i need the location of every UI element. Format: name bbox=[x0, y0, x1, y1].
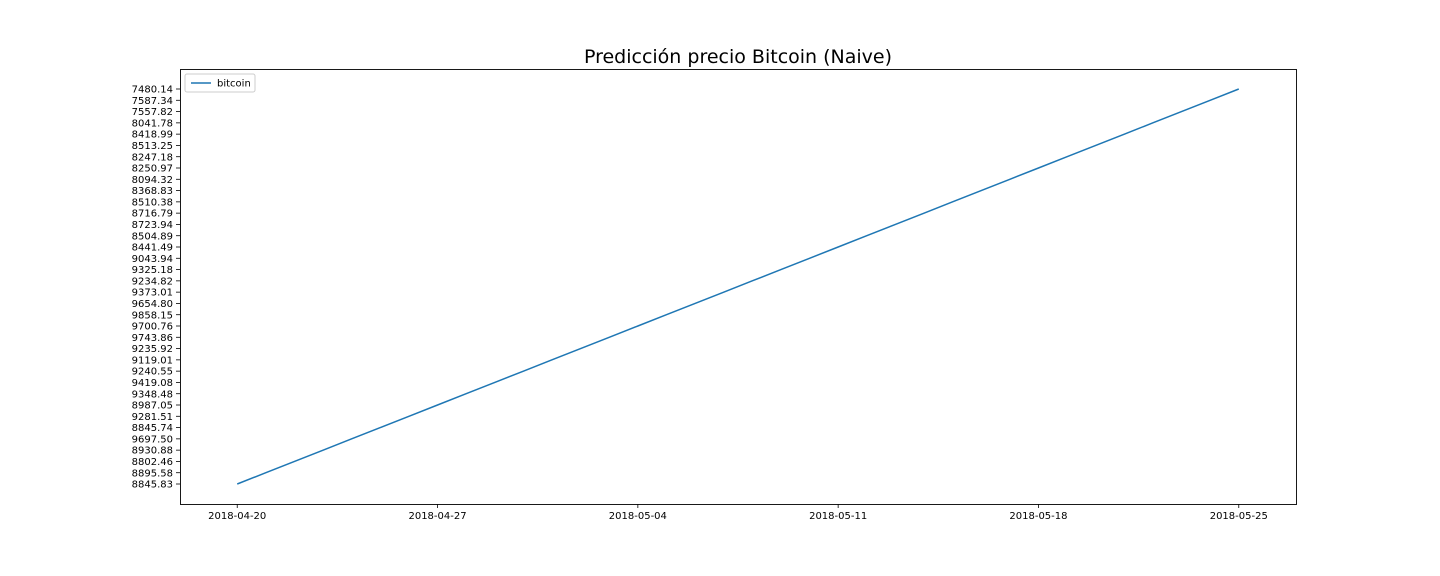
y-tick-label: 8250.97 bbox=[132, 164, 173, 175]
y-tick-label: 9325.18 bbox=[132, 265, 173, 276]
y-tick-label: 9743.86 bbox=[132, 333, 173, 344]
y-tick-label: 8513.25 bbox=[132, 141, 173, 152]
y-tick-label: 9235.92 bbox=[132, 344, 173, 355]
y-tick-label: 8802.46 bbox=[132, 457, 173, 468]
y-tick-label: 8716.79 bbox=[132, 209, 173, 220]
y-tick-label: 8510.38 bbox=[132, 197, 173, 208]
y-tick-label: 8895.58 bbox=[132, 468, 173, 479]
y-tick-label: 8845.83 bbox=[132, 480, 173, 491]
y-tick-label: 9043.94 bbox=[132, 254, 173, 265]
y-tick-label: 9373.01 bbox=[132, 288, 173, 299]
y-tick-label: 8723.94 bbox=[132, 220, 173, 231]
x-tick-label: 2018-05-04 bbox=[609, 511, 667, 522]
y-tick-label: 9234.82 bbox=[132, 276, 173, 287]
y-tick-label: 9858.15 bbox=[132, 310, 173, 321]
y-tick-label: 8441.49 bbox=[132, 243, 173, 254]
chart-title: Predicción precio Bitcoin (Naive) bbox=[584, 46, 892, 68]
y-tick-label: 8094.32 bbox=[132, 175, 173, 186]
plot-area bbox=[180, 69, 1297, 505]
y-axis: 8845.838895.588802.468930.889697.508845.… bbox=[132, 85, 180, 491]
y-tick-label: 9240.55 bbox=[132, 367, 173, 378]
y-tick-label: 8504.89 bbox=[132, 231, 173, 242]
y-tick-label: 9700.76 bbox=[132, 322, 173, 333]
y-tick-label: 7480.14 bbox=[132, 85, 173, 96]
y-tick-label: 8247.18 bbox=[132, 152, 173, 163]
y-tick-label: 8041.78 bbox=[132, 118, 173, 129]
y-tick-label: 8930.88 bbox=[132, 446, 173, 457]
y-tick-label: 8987.05 bbox=[132, 401, 173, 412]
x-tick-label: 2018-04-27 bbox=[408, 511, 466, 522]
x-tick-label: 2018-05-25 bbox=[1210, 511, 1268, 522]
legend: bitcoin bbox=[184, 73, 256, 93]
x-tick-label: 2018-05-18 bbox=[1009, 511, 1067, 522]
y-tick-label: 7587.34 bbox=[132, 96, 173, 107]
legend-box bbox=[184, 73, 256, 93]
y-tick-label: 7557.82 bbox=[132, 107, 173, 118]
y-tick-label: 8368.83 bbox=[132, 186, 173, 197]
x-tick-label: 2018-05-11 bbox=[809, 511, 867, 522]
y-tick-label: 9119.01 bbox=[132, 355, 173, 366]
x-tick-label: 2018-04-20 bbox=[208, 511, 266, 522]
y-tick-label: 9281.51 bbox=[132, 412, 173, 423]
y-tick-label: 9697.50 bbox=[132, 434, 173, 445]
y-tick-label: 9419.08 bbox=[132, 378, 173, 389]
legend-label: bitcoin bbox=[217, 79, 251, 90]
y-tick-label: 8418.99 bbox=[132, 130, 173, 141]
y-tick-label: 8845.74 bbox=[132, 423, 173, 434]
x-axis: 2018-04-20 2018-04-27 2018-05-04 2018-05-11… bbox=[208, 504, 1268, 522]
y-tick-label: 9654.80 bbox=[132, 299, 173, 310]
plot-frame bbox=[180, 69, 1297, 505]
y-tick-label: 9348.48 bbox=[132, 389, 173, 400]
series-line-0 bbox=[236, 88, 1240, 485]
